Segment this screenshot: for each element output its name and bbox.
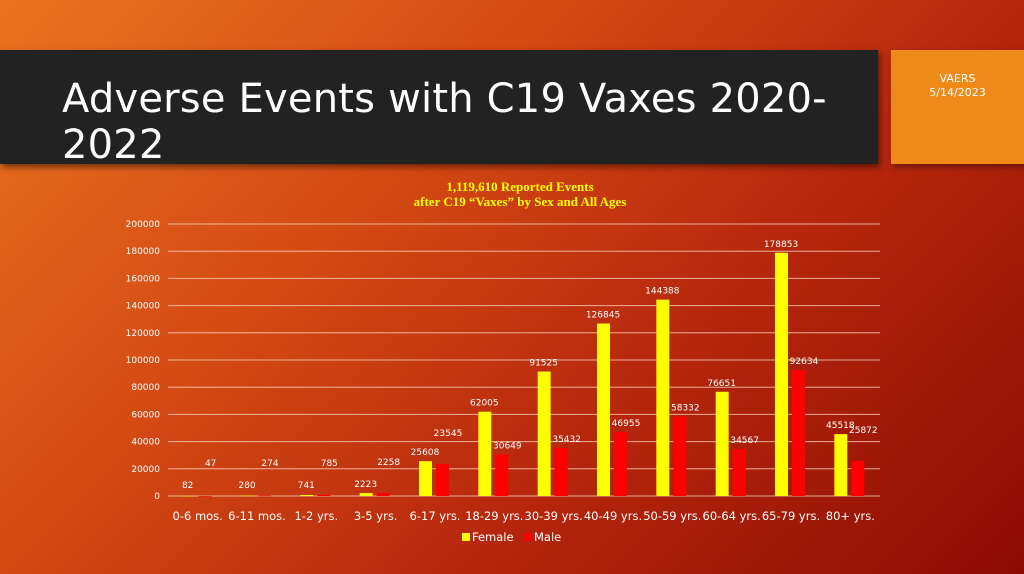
x-tick-label: 3-5 yrs. — [354, 509, 398, 523]
data-label-male: 92634 — [790, 357, 819, 367]
data-label-female: 91525 — [529, 359, 558, 369]
bar-male — [614, 432, 627, 496]
data-label-female: 62005 — [470, 399, 499, 409]
y-tick-label: 20000 — [131, 465, 160, 475]
x-tick-label: 18-29 yrs. — [465, 509, 523, 523]
data-label-male: 34567 — [730, 436, 759, 446]
x-tick-label: 50-59 yrs. — [643, 509, 701, 523]
legend-label-female: Female — [472, 530, 514, 544]
y-tick-label: 160000 — [126, 274, 161, 284]
bar-male — [376, 492, 390, 496]
y-tick-label: 200000 — [126, 220, 161, 230]
x-tick-label: 40-49 yrs. — [584, 509, 642, 523]
bar-male — [198, 495, 212, 497]
data-label-female: 144388 — [645, 287, 680, 297]
data-label-male: 35432 — [552, 435, 581, 445]
y-tick-label: 40000 — [131, 438, 160, 448]
x-tick-label: 0-6 mos. — [173, 509, 223, 523]
y-tick-label: 140000 — [126, 302, 161, 312]
legend-label-male: Male — [534, 530, 561, 544]
source-box: VAERS 5/14/2023 — [891, 50, 1024, 164]
data-label-female: 126845 — [586, 310, 620, 320]
data-label-male: 785 — [321, 459, 338, 469]
bar-female — [241, 495, 254, 497]
bar-female — [537, 371, 551, 496]
y-tick-label: 180000 — [126, 247, 161, 257]
data-label-male: 30649 — [493, 441, 522, 451]
bar-male — [317, 494, 331, 496]
chart-subtitle: after C19 “Vaxes” by Sex and All Ages — [414, 194, 627, 209]
legend-swatch-male — [524, 533, 532, 541]
source-label: VAERS — [939, 72, 976, 85]
data-label-male: 46955 — [612, 419, 641, 429]
bar-male — [554, 447, 568, 496]
x-tick-label: 6-17 yrs. — [410, 509, 461, 523]
data-label-male: 23545 — [434, 429, 463, 439]
data-label-female: 741 — [298, 481, 315, 491]
data-label-male: 25872 — [849, 426, 878, 436]
slide-title: Adverse Events with C19 Vaxes 2020-2022 — [62, 76, 827, 168]
bar-female — [419, 461, 432, 496]
data-label-female: 178853 — [764, 240, 798, 250]
bar-female — [359, 492, 373, 496]
bar-female — [597, 323, 610, 496]
legend-swatch-female — [462, 533, 470, 541]
data-label-female: 82 — [182, 481, 193, 491]
bar-female — [834, 434, 848, 496]
y-tick-label: 60000 — [131, 410, 160, 420]
bar-male — [673, 416, 687, 496]
data-label-female: 45518 — [826, 421, 855, 431]
y-tick-label: 120000 — [126, 329, 161, 339]
y-tick-label: 0 — [154, 492, 160, 502]
x-tick-label: 60-64 yrs. — [703, 509, 761, 523]
data-label-male: 58332 — [671, 404, 700, 414]
data-label-female: 25608 — [411, 448, 440, 458]
bar-male — [258, 495, 271, 497]
x-tick-label: 65-79 yrs. — [762, 509, 820, 523]
bar-male — [436, 463, 449, 496]
bar-male — [495, 454, 509, 496]
data-label-male: 2258 — [377, 458, 400, 468]
bar-female — [478, 411, 492, 496]
y-tick-label: 100000 — [126, 356, 161, 366]
title-bar: Adverse Events with C19 Vaxes 2020-2022 — [0, 50, 878, 168]
bar-male — [792, 370, 805, 496]
x-tick-label: 1-2 yrs. — [295, 509, 339, 523]
data-label-female: 2223 — [354, 480, 377, 490]
data-label-female: 280 — [238, 481, 255, 491]
data-label-male: 274 — [261, 459, 278, 469]
x-tick-label: 80+ yrs. — [826, 509, 875, 523]
x-tick-label: 30-39 yrs. — [525, 509, 583, 523]
data-label-male: 47 — [205, 459, 216, 469]
bar-female — [715, 391, 729, 496]
bar-female — [656, 299, 670, 496]
source-date: 5/14/2023 — [929, 86, 986, 99]
data-label-female: 76651 — [707, 379, 736, 389]
bar-male — [851, 460, 865, 496]
y-tick-label: 80000 — [131, 383, 160, 393]
bar-female — [181, 495, 195, 497]
bar-female — [775, 252, 788, 496]
x-tick-label: 6-11 mos. — [228, 509, 286, 523]
chart-title: 1,119,610 Reported Events — [446, 179, 593, 194]
bar-female — [300, 494, 314, 496]
bar-male — [732, 448, 746, 496]
